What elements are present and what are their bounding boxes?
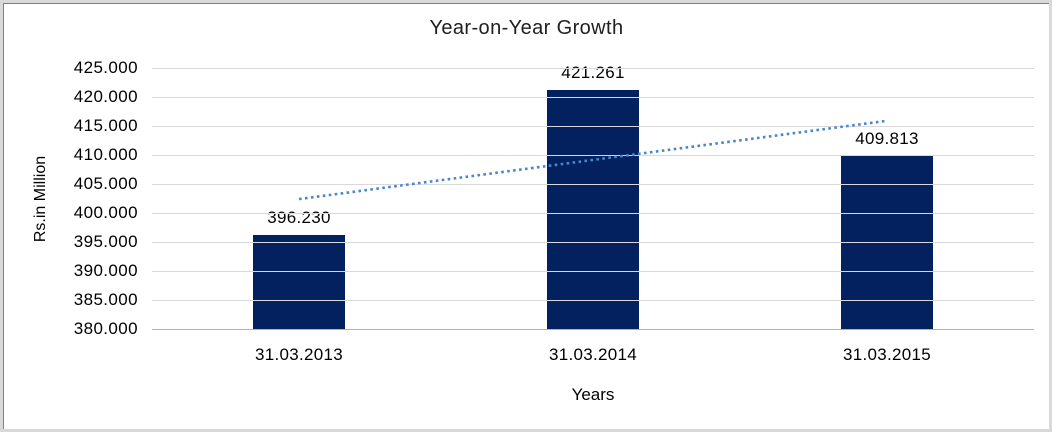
- gridline: [152, 300, 1034, 301]
- gridline: [152, 213, 1034, 214]
- y-tick-label: 420.000: [73, 87, 138, 106]
- gridline: [152, 242, 1034, 243]
- bar-value-label: 421.261: [561, 62, 625, 82]
- bar-value-label: 409.813: [855, 129, 919, 149]
- x-category-label: 31.03.2014: [548, 345, 638, 364]
- gridline: [152, 97, 1034, 98]
- y-tick-label: 405.000: [73, 174, 138, 193]
- chart-area: Year-on-Year Growth Rs.in Million 31.03.…: [3, 3, 1049, 429]
- x-category-label: 31.03.2013: [254, 345, 344, 364]
- gridline: [152, 126, 1034, 127]
- y-tick-label: 425.000: [73, 58, 138, 77]
- gridline: [152, 68, 1034, 69]
- y-tick-label: 400.000: [73, 203, 138, 222]
- bar-value-label: 396.230: [267, 207, 331, 227]
- x-category-label: 31.03.2015: [842, 345, 932, 364]
- gridline: [152, 184, 1034, 185]
- y-tick-label: 385.000: [73, 290, 138, 309]
- y-tick-label: 380.000: [73, 319, 138, 338]
- bar: [253, 234, 345, 329]
- gridline: [152, 271, 1034, 272]
- y-tick-label: 395.000: [73, 232, 138, 251]
- x-axis-line: [152, 329, 1034, 330]
- chart-title: Year-on-Year Growth: [429, 17, 624, 39]
- gridline: [152, 155, 1034, 156]
- x-axis-title: Years: [571, 385, 615, 404]
- y-tick-label: 415.000: [73, 116, 138, 135]
- y-tick-label: 410.000: [73, 145, 138, 164]
- y-tick-label: 390.000: [73, 261, 138, 280]
